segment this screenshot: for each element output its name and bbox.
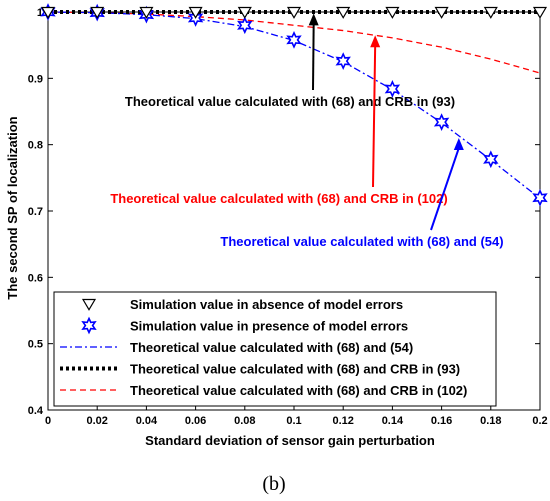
x-axis-label: Standard deviation of sensor gain pertur… [145, 433, 435, 448]
series-marker-star [384, 80, 401, 98]
annotation-arrow-head [370, 35, 381, 48]
series-marker-triangle [434, 6, 449, 19]
series-marker-triangle [188, 6, 203, 19]
figure-caption: (b) [262, 473, 285, 495]
x-tick-label: 0.14 [382, 415, 404, 427]
series-marker-triangle [237, 6, 252, 19]
annotation-arrow-shaft [372, 45, 377, 188]
series-marker-star [483, 150, 499, 169]
legend-box [53, 291, 497, 407]
x-tick-label: 0.16 [431, 415, 452, 427]
legend-swatch-triangle [81, 298, 97, 311]
x-tick-label: 0.08 [234, 415, 255, 427]
y-tick-label: 0.5 [28, 339, 43, 351]
annotation-arrow-shaft [312, 23, 315, 91]
y-tick-label: 0.7 [28, 206, 43, 218]
y-tick-label: 1 [37, 7, 43, 19]
annotation-text: Theoretical value calculated with (68) a… [220, 234, 503, 249]
legend-group: Simulation value in absence of model err… [53, 291, 497, 407]
series-group [40, 3, 548, 207]
series-marker-triangle [90, 6, 105, 19]
x-tick-label: 0.1 [286, 415, 301, 427]
legend-entry-label: Theoretical value calculated with (68) a… [130, 383, 467, 398]
legend-entry-label: Theoretical value calculated with (68) a… [130, 362, 460, 377]
x-tick-label: 0.2 [532, 415, 547, 427]
y-tick-label: 0.9 [28, 73, 43, 85]
x-tick-label: 0.06 [185, 415, 206, 427]
series-marker-triangle [483, 6, 498, 19]
annotation-text: Theoretical value calculated with (68) a… [110, 191, 447, 206]
y-tick-label: 0.8 [28, 140, 43, 152]
annotation-arrow-shaft [430, 147, 460, 231]
series-marker-triangle [40, 6, 56, 19]
y-axis-label: The second SP of localization [5, 116, 20, 299]
x-tick-label: 0.02 [86, 415, 107, 427]
legend-swatch-star [81, 316, 97, 335]
x-tick-label: 0.18 [480, 415, 501, 427]
annotation-arrow-head [308, 13, 319, 26]
y-tick-label: 0.6 [28, 272, 43, 284]
series-marker-star [433, 113, 450, 132]
legend-entry-label: Simulation value in absence of model err… [130, 297, 403, 312]
series-marker-star [335, 52, 351, 70]
series-line-2 [47, 11, 541, 199]
legend-entry-label: Simulation value in presence of model er… [130, 319, 408, 334]
x-tick-label: 0.12 [332, 415, 353, 427]
series-marker-star [237, 16, 253, 35]
series-marker-star [286, 30, 302, 49]
annotation-text: Theoretical value calculated with (68) a… [125, 94, 455, 109]
legend-entry-label: Theoretical value calculated with (68) a… [130, 340, 413, 355]
x-tick-label: 0 [45, 415, 51, 427]
series-marker-triangle [286, 6, 302, 19]
series-marker-triangle [385, 6, 400, 19]
y-tick-label: 0.4 [28, 405, 44, 417]
annotation-arrow-head [453, 138, 464, 151]
series-marker-triangle [139, 6, 154, 19]
annotations-group: Theoretical value calculated with (68) a… [110, 13, 504, 249]
x-tick-label: 0.04 [136, 415, 158, 427]
series-marker-triangle [532, 6, 548, 19]
series-line-4 [47, 11, 541, 74]
series-marker-star [532, 188, 548, 207]
series-marker-triangle [336, 6, 351, 19]
